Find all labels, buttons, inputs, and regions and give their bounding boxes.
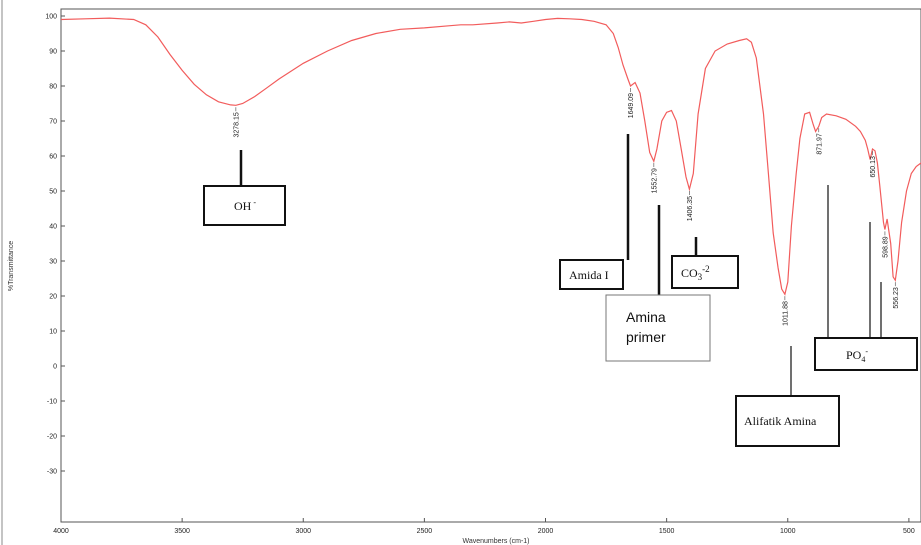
annotation-primer-text: primer [626, 329, 666, 345]
peak-label: 1406.35 [687, 196, 694, 221]
annotation-po4-sup: - [865, 347, 868, 356]
annotation-co3-sup: -2 [702, 264, 710, 274]
y-tick-label: -20 [47, 434, 57, 441]
y-tick-label: 90 [49, 49, 57, 56]
annotation-amida-i-text: Amida I [569, 268, 609, 282]
annotation-leaders [239, 134, 882, 396]
peak-label: 1011.88 [782, 301, 789, 326]
y-tick-label: 70 [49, 119, 57, 126]
annotation-po4-text: PO [846, 348, 862, 362]
annotation-amina-text: Amina [626, 309, 666, 325]
annotation-amida-i: Amida I [559, 259, 624, 290]
x-tick-label: 3000 [295, 528, 311, 535]
annotation-po4-sub: 4 [861, 355, 865, 364]
x-tick-label: 2000 [538, 528, 554, 535]
annotation-amina-primer: Amina primer [605, 294, 711, 362]
annotation-co3-sub: 3 [698, 272, 703, 282]
x-tick-label: 1500 [659, 528, 675, 535]
y-tick-label: 20 [49, 294, 57, 301]
x-tick-label: 500 [903, 528, 915, 535]
y-tick-label: 10 [49, 329, 57, 336]
annotation-oh-text: OH [234, 199, 252, 213]
svg-text:PO4-: PO4- [846, 347, 868, 364]
y-tick-label: 50 [49, 189, 57, 196]
y-tick-label: -30 [47, 469, 57, 476]
spectrum-line [60, 17, 921, 296]
peak-label: 1649.09 [628, 93, 635, 118]
y-tick-label: 80 [49, 84, 57, 91]
x-tick-label: 1000 [780, 528, 796, 535]
peak-label: 650.13 [870, 156, 877, 178]
y-tick-label: 0 [53, 364, 57, 371]
peak-label: 598.89 [882, 236, 889, 258]
svg-text:CO3-2: CO3-2 [681, 264, 710, 282]
annotation-oh: OH - [203, 185, 286, 226]
peak-label: 556.23 [893, 287, 900, 309]
peak-label: 871.97 [816, 133, 823, 155]
peak-labels: 3278.15 1649.09 1552.79 1406.35 1011.88 871.9… [233, 87, 900, 326]
annotation-alifatik-text: Alifatik Amina [744, 414, 817, 428]
x-tick-label: 2500 [417, 528, 433, 535]
peak-label: 1552.79 [651, 168, 658, 193]
annotation-oh-sup: - [253, 198, 256, 207]
annotation-co3: CO3-2 [671, 255, 739, 289]
y-tick-label: 40 [49, 224, 57, 231]
y-tick-label: -10 [47, 399, 57, 406]
annotation-po4: PO4- [814, 337, 918, 371]
x-tick-label: 3500 [174, 528, 190, 535]
y-tick-label: 100 [45, 14, 57, 21]
y-tick-label: 30 [49, 259, 57, 266]
x-axis-label: Wavenumbers (cm-1) [462, 538, 529, 545]
plot-frame [60, 8, 921, 523]
annotation-co3-text: CO [681, 266, 698, 280]
y-tick-label: 60 [49, 154, 57, 161]
y-axis-label: %Transmittance [8, 241, 15, 291]
peak-label: 3278.15 [233, 112, 240, 137]
svg-text:OH-: OH - [234, 198, 256, 213]
x-tick-label: 4000 [53, 528, 69, 535]
annotation-alifatik-amina: Alifatik Amina [735, 395, 840, 447]
